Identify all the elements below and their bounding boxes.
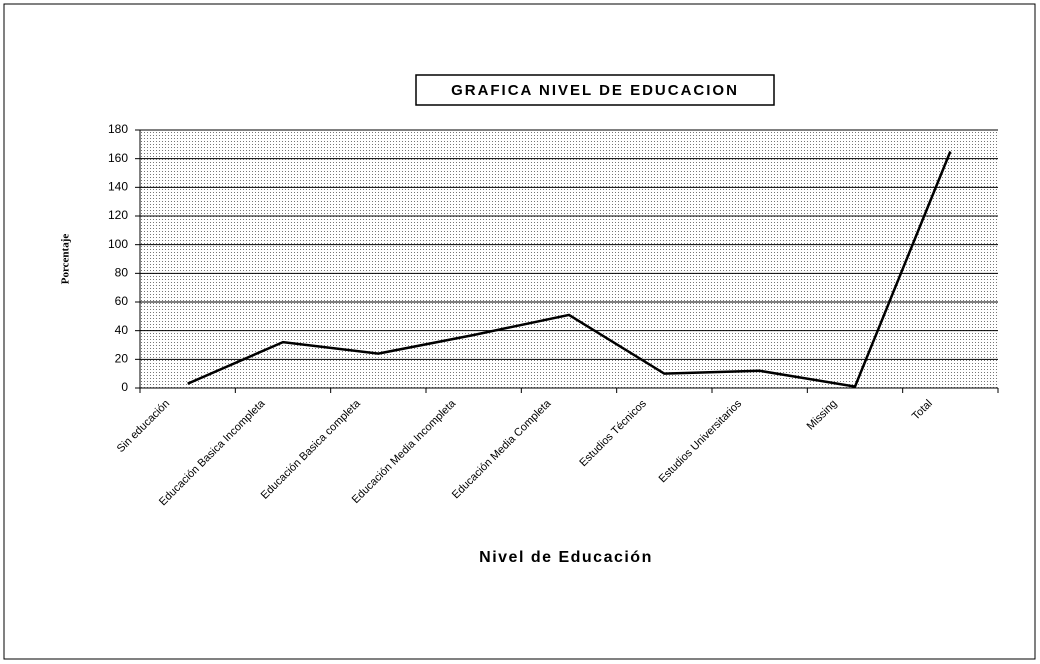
y-tick-label: 180 <box>108 122 128 136</box>
y-tick-label: 80 <box>115 266 129 280</box>
y-tick-label: 20 <box>115 352 129 366</box>
y-tick-label: 160 <box>108 151 128 165</box>
y-tick-label: 40 <box>115 323 129 337</box>
chart-title: GRAFICA NIVEL DE EDUCACION <box>451 82 739 99</box>
y-tick-label: 140 <box>108 180 128 194</box>
title-box <box>415 74 775 106</box>
y-tick-label: 0 <box>121 380 128 394</box>
plot-area <box>140 130 998 388</box>
data-line <box>187 151 952 388</box>
y-tick-label: 120 <box>108 208 128 222</box>
y-tick-label: 100 <box>108 237 128 251</box>
x-axis-label: Nivel de Educación <box>479 549 653 566</box>
y-axis-label: Porcentaje <box>60 234 72 285</box>
y-tick-label: 60 <box>115 294 129 308</box>
